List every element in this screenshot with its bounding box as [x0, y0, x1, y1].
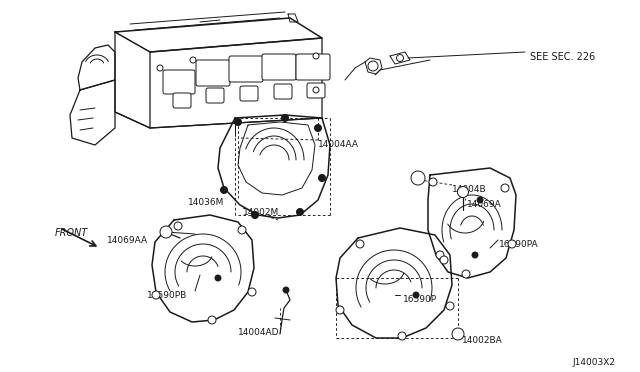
Text: FRONT: FRONT — [55, 228, 88, 238]
Text: 16590PA: 16590PA — [499, 240, 539, 249]
Circle shape — [221, 186, 227, 193]
Text: SEE SEC. 226: SEE SEC. 226 — [530, 52, 595, 62]
Circle shape — [436, 251, 444, 259]
Circle shape — [238, 226, 246, 234]
Circle shape — [174, 222, 182, 230]
Circle shape — [152, 291, 160, 299]
Circle shape — [508, 240, 516, 248]
FancyBboxPatch shape — [296, 54, 330, 80]
Circle shape — [215, 275, 221, 281]
Circle shape — [313, 53, 319, 59]
FancyBboxPatch shape — [240, 86, 258, 101]
Circle shape — [190, 57, 196, 63]
Circle shape — [440, 256, 448, 264]
Circle shape — [282, 115, 289, 122]
Circle shape — [314, 125, 321, 131]
Text: 14002M: 14002M — [243, 208, 279, 217]
Circle shape — [296, 208, 303, 215]
Circle shape — [413, 173, 422, 183]
FancyBboxPatch shape — [262, 54, 296, 80]
Text: J14003X2: J14003X2 — [572, 358, 615, 367]
Circle shape — [458, 186, 468, 198]
Text: 16590P: 16590P — [403, 295, 437, 304]
Circle shape — [160, 226, 172, 238]
Circle shape — [252, 212, 259, 218]
Text: 14036M: 14036M — [188, 198, 225, 207]
FancyBboxPatch shape — [229, 56, 263, 82]
Circle shape — [501, 184, 509, 192]
Text: 14002BA: 14002BA — [462, 336, 503, 345]
Circle shape — [163, 228, 170, 235]
FancyBboxPatch shape — [173, 93, 191, 108]
Text: 14004B: 14004B — [452, 185, 486, 194]
FancyBboxPatch shape — [274, 84, 292, 99]
Circle shape — [397, 55, 403, 61]
Circle shape — [429, 178, 437, 186]
Circle shape — [208, 316, 216, 324]
Circle shape — [413, 292, 419, 298]
Text: 14004AA: 14004AA — [318, 140, 359, 149]
Circle shape — [368, 61, 378, 71]
Circle shape — [446, 302, 454, 310]
Circle shape — [460, 189, 466, 195]
Circle shape — [454, 330, 461, 337]
Circle shape — [411, 171, 425, 185]
Text: 16590PB: 16590PB — [147, 291, 188, 300]
Circle shape — [472, 252, 478, 258]
Circle shape — [234, 119, 241, 125]
FancyBboxPatch shape — [163, 70, 195, 94]
FancyBboxPatch shape — [196, 60, 230, 86]
Text: 14069A: 14069A — [467, 200, 502, 209]
Circle shape — [313, 87, 319, 93]
Circle shape — [452, 328, 464, 340]
Circle shape — [319, 174, 326, 182]
Circle shape — [336, 306, 344, 314]
Text: 14069AA: 14069AA — [107, 236, 148, 245]
Circle shape — [248, 288, 256, 296]
Circle shape — [356, 240, 364, 248]
FancyBboxPatch shape — [206, 88, 224, 103]
Circle shape — [283, 287, 289, 293]
Circle shape — [398, 332, 406, 340]
FancyBboxPatch shape — [307, 83, 325, 98]
Circle shape — [477, 197, 483, 203]
Text: 14004AD: 14004AD — [238, 328, 280, 337]
Circle shape — [157, 65, 163, 71]
Circle shape — [462, 270, 470, 278]
